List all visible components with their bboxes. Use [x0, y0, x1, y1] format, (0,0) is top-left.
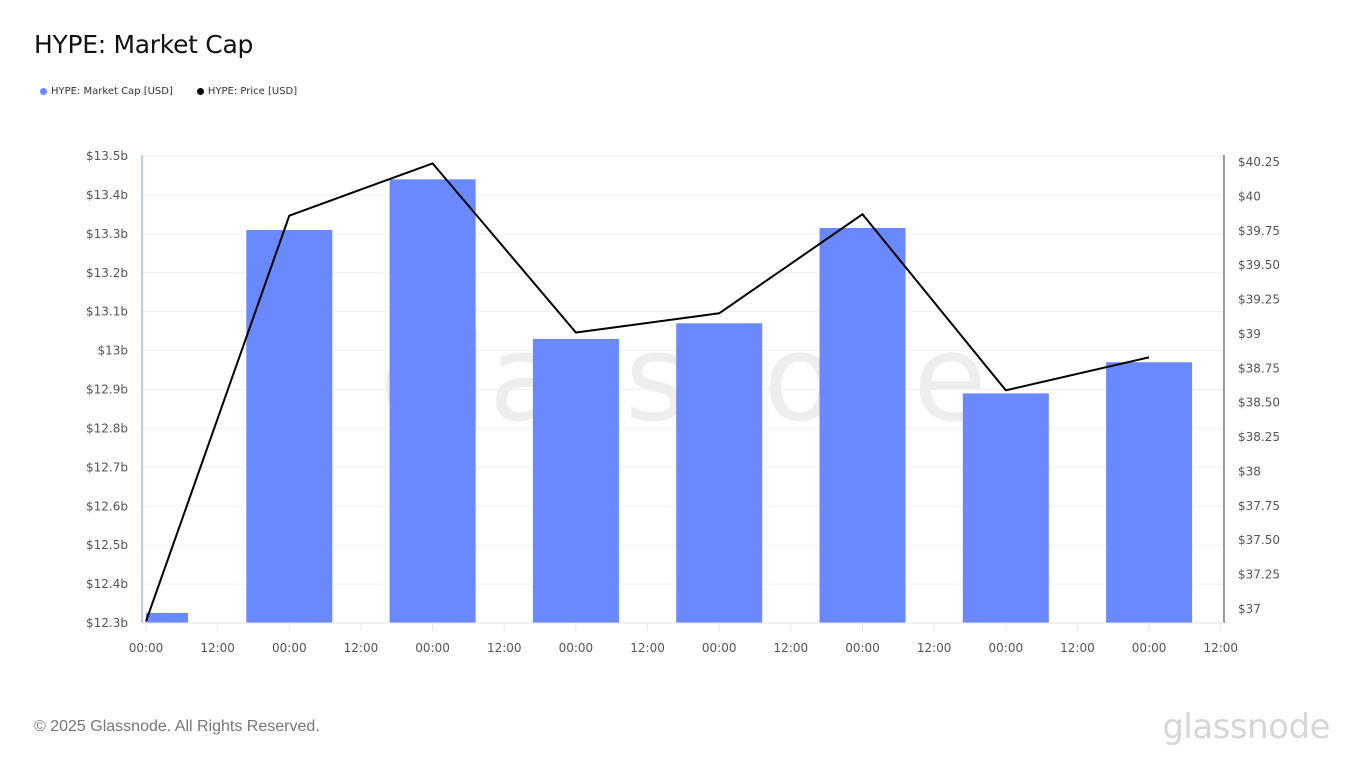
x-axis-tick: 00:00: [1132, 641, 1167, 655]
market-cap-bar[interactable]: [1106, 362, 1193, 623]
left-axis-tick: $13.2b: [86, 266, 128, 280]
right-axis-tick: $38.75: [1238, 361, 1280, 375]
axes: $13.5b $13.4b $13.3b $13.2b $13.1b $13b $12.9b…: [86, 149, 1280, 655]
left-axis-tick: $13b: [97, 344, 128, 358]
legend-label-market-cap: HYPE: Market Cap [USD]: [51, 86, 173, 97]
market-cap-bar[interactable]: [819, 227, 906, 623]
legend-item-price[interactable]: HYPE: Price [USD]: [196, 86, 298, 97]
market-cap-bar[interactable]: [532, 338, 619, 623]
left-axis-tick: $13.4b: [86, 188, 128, 202]
glassnode-logo: glassnode: [1162, 707, 1330, 747]
x-axis-tick: 12:00: [917, 641, 952, 655]
right-axis-tick: $40: [1238, 189, 1261, 203]
legend-dot-market-cap-icon: [40, 88, 47, 95]
left-axis-tick: $12.4b: [86, 577, 128, 591]
x-axis-tick: 12:00: [344, 641, 379, 655]
right-axis-tick: $37.50: [1238, 533, 1280, 547]
left-axis-tick: $13.5b: [86, 149, 128, 163]
left-axis-tick: $12.6b: [86, 499, 128, 513]
right-axis-tick: $37.75: [1238, 499, 1280, 513]
price-line: [145, 162, 1150, 622]
left-axis-tick: $12.5b: [86, 538, 128, 552]
x-axis-tick: 00:00: [845, 641, 880, 655]
left-axis-tick: $12.8b: [86, 421, 128, 435]
left-axis-tick: $13.1b: [86, 305, 128, 319]
x-axis-tick: 12:00: [774, 641, 809, 655]
right-axis-tick: $38.50: [1238, 396, 1280, 410]
right-axis-tick: $39.25: [1238, 293, 1280, 307]
chart-title: HYPE: Market Cap: [34, 30, 254, 59]
x-axis-tick: 00:00: [272, 641, 307, 655]
right-axis-tick: $39.75: [1238, 224, 1280, 238]
left-axis-tick: $13.3b: [86, 227, 128, 241]
market-cap-bar[interactable]: [246, 229, 333, 624]
right-axis-tick: $38.25: [1238, 430, 1280, 444]
right-axis-tick: $40.25: [1238, 155, 1280, 169]
right-axis-tick: $38: [1238, 464, 1261, 478]
left-axis-tick: $12.3b: [86, 616, 128, 630]
x-axis-tick: 00:00: [989, 641, 1024, 655]
market-cap-bar[interactable]: [962, 393, 1049, 623]
footer-copyright: © 2025 Glassnode. All Rights Reserved.: [34, 718, 320, 735]
right-axis-tick: $37: [1238, 602, 1261, 616]
market-cap-bar[interactable]: [146, 612, 188, 623]
right-axis-tick: $37.25: [1238, 568, 1280, 582]
right-axis-tick: $39: [1238, 327, 1261, 341]
x-axis-tick: 12:00: [630, 641, 665, 655]
market-cap-bar[interactable]: [389, 179, 476, 623]
x-axis-tick: 12:00: [1060, 641, 1095, 655]
right-axis-tick: $39.50: [1238, 258, 1280, 272]
legend: HYPE: Market Cap [USD] HYPE: Price [USD]: [40, 86, 297, 97]
market-cap-bars: [146, 179, 1193, 624]
legend-dot-price-icon: [196, 88, 204, 95]
left-axis-tick: $12.9b: [86, 383, 128, 397]
market-cap-bar[interactable]: [676, 323, 763, 623]
x-axis-tick: 00:00: [702, 641, 737, 655]
x-axis-tick: 00:00: [559, 641, 594, 655]
x-axis-tick: 12:00: [200, 641, 235, 655]
x-axis-tick: 00:00: [415, 641, 450, 655]
legend-item-market-cap[interactable]: HYPE: Market Cap [USD]: [40, 86, 173, 97]
x-axis-tick: 12:00: [1203, 641, 1238, 655]
x-axis-tick: 12:00: [487, 641, 522, 655]
price-polyline[interactable]: [145, 162, 1150, 622]
x-axis-tick: 00:00: [129, 641, 164, 655]
left-axis-tick: $12.7b: [86, 460, 128, 474]
legend-label-price: HYPE: Price [USD]: [207, 86, 298, 97]
